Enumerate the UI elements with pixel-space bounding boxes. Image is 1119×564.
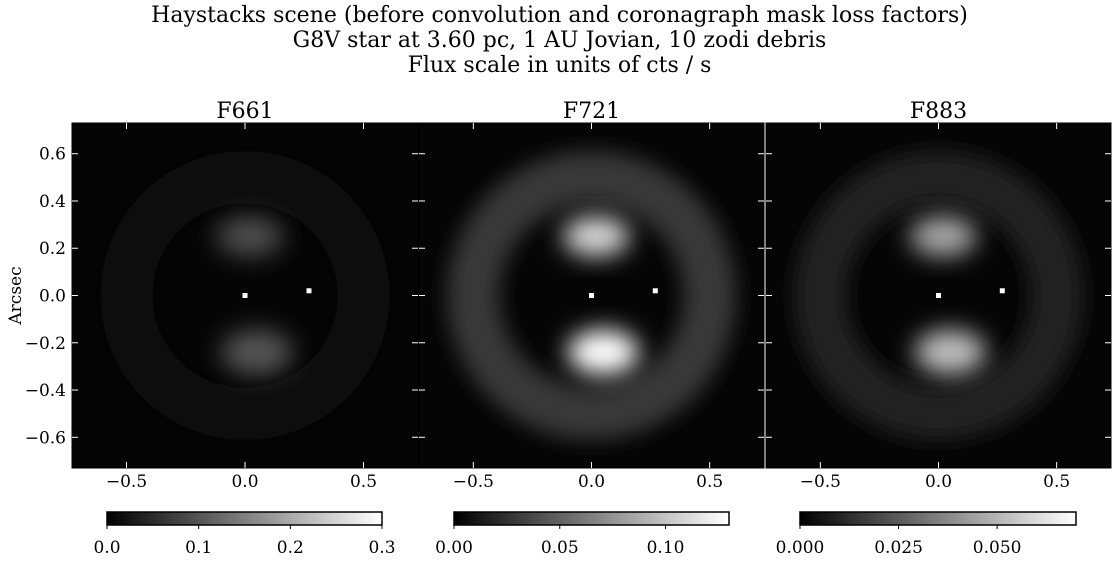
upper-lobe [563,216,630,257]
image-content [447,151,736,440]
debris-ring [794,151,1083,440]
figure-title-line-3: Flux scale in units of cts / s [407,53,712,78]
colorbar-tick-label: 0.3 [368,538,395,558]
figure-title-line-1: Haystacks scene (before convolution and … [151,3,968,28]
colorbar-tick-label: 0.1 [185,538,212,558]
lower-lobe [221,329,293,375]
colorbar [799,511,1077,526]
image-content [100,150,390,441]
colorbar [453,511,730,526]
x-tick-label: 0.5 [350,472,377,492]
panel-title: F883 [910,99,967,124]
debris-ring [447,151,736,440]
x-tick-label: −0.5 [453,472,494,492]
image-content [794,151,1083,440]
colorbar-tick-label: 0.00 [435,538,473,558]
star-marker [242,293,248,298]
panel-title: F721 [563,99,620,124]
panel-F661: F661 −0.5 0.0 0.5 −0.6 −0.4 −0.2 0.0 0.2 0.4 0.6 Ar… [6,99,419,558]
colorbar [106,511,383,526]
y-tick-label: 0.4 [39,192,66,212]
upper-lobe [216,216,283,257]
figure-title-line-2: G8V star at 3.60 pc, 1 AU Jovian, 10 zod… [292,28,827,53]
planet-marker [999,288,1005,294]
y-tick-label: −0.6 [25,428,66,448]
x-tick-label: 0.0 [578,472,605,492]
lower-lobe [567,329,639,375]
y-tick-label: −0.2 [25,334,66,354]
planet-marker [306,288,312,294]
debris-ring [100,150,390,441]
x-tick-label: −0.5 [800,472,841,492]
y-tick-label: 0.6 [39,145,66,165]
panel-title: F661 [216,99,273,124]
y-tick-label: 0.2 [39,239,66,259]
colorbar-tick-label: 0.0 [93,538,120,558]
colorbar-tick-label: 0.05 [541,538,579,558]
x-tick-label: 0.5 [1043,472,1070,492]
panel-F883: F883 −0.5 0.0 0.5 0.000 0.025 0.050 [765,99,1112,558]
panel-F721: F721 −0.5 0.0 0.5 0.00 0.05 0.10 [418,99,765,558]
star-marker [589,293,594,298]
x-tick-label: 0.0 [925,472,952,492]
star-marker [936,293,941,298]
upper-lobe [910,216,977,257]
y-axis-label: Arcsec [6,266,26,325]
x-tick-label: 0.0 [231,472,258,492]
y-tick-label: −0.4 [25,381,66,401]
x-tick-label: −0.5 [106,472,147,492]
lower-lobe [914,329,986,375]
y-tick-label: 0.0 [39,287,66,307]
colorbar-tick-label: 0.025 [874,538,923,558]
planet-marker [652,288,658,294]
colorbar-tick-label: 0.10 [647,538,685,558]
colorbar-tick-label: 0.2 [277,538,304,558]
colorbar-tick-label: 0.000 [776,538,825,558]
x-tick-label: 0.5 [696,472,723,492]
colorbar-tick-label: 0.050 [973,538,1022,558]
